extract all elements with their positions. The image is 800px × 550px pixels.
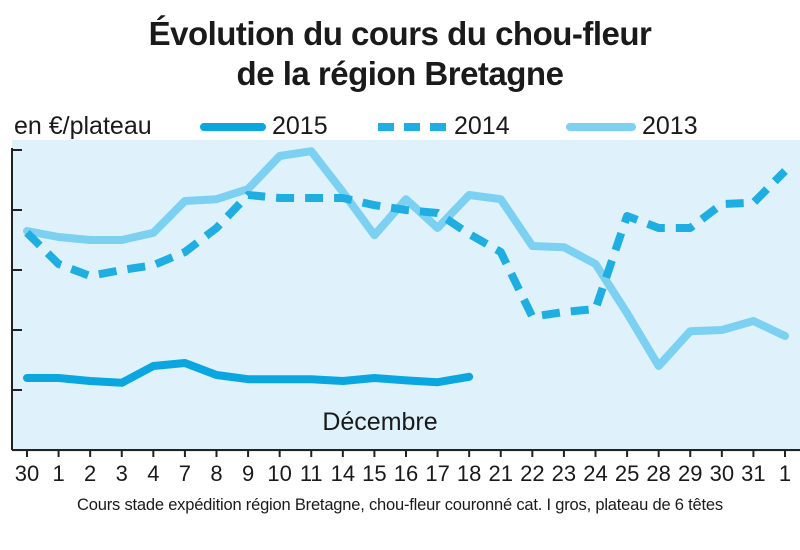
x-tick-label: 16 (394, 461, 418, 486)
line-chart: Décembre 30 1 2 3 4 7 8 9 10 11 14 15 16 17 18 21 22 23 24… (11, 140, 800, 486)
series-line-2015 (23, 359, 474, 387)
month-label: Décembre (322, 408, 437, 436)
x-tick-label: 18 (457, 461, 481, 486)
chart-title-line-1: Évolution du cours du chou-fleur (148, 15, 652, 52)
x-tick-label: 1 (779, 461, 791, 486)
legend-label-2014: 2014 (454, 112, 510, 140)
x-axis-tick-labels: 30 1 2 3 4 7 8 9 10 11 14 15 16 17 18 21 22 23 24 25 28 29 30 3… (15, 461, 791, 486)
x-tick-label: 3 (116, 461, 128, 486)
x-tick-label: 23 (552, 461, 576, 486)
series-line-2013 (23, 147, 789, 370)
x-tick-label: 14 (331, 461, 355, 486)
x-tick-label: 28 (646, 461, 670, 486)
legend-swatch-2013 (566, 123, 636, 131)
series-layer (23, 147, 789, 387)
legend-swatch-2014 (378, 123, 448, 131)
legend: en €/plateau 2015 2014 2013 (14, 108, 794, 144)
series-line-2014 (24, 168, 788, 321)
legend-swatch-2015 (200, 123, 266, 131)
x-tick-label: 8 (210, 461, 222, 486)
y-axis-unit-label: en €/plateau (14, 112, 152, 140)
x-tick-label: 4 (147, 461, 159, 486)
x-tick-label: 25 (615, 461, 639, 486)
x-tick-label: 9 (242, 461, 254, 486)
x-tick-label: 30 (15, 461, 39, 486)
x-tick-label: 21 (489, 461, 513, 486)
x-tick-label: 2 (84, 461, 96, 486)
x-tick-label: 15 (362, 461, 386, 486)
x-tick-label: 29 (678, 461, 702, 486)
x-tick-label: 31 (741, 461, 765, 486)
x-tick-label: 10 (267, 461, 291, 486)
chart-title: Évolution du cours du chou-fleur de la r… (0, 14, 800, 94)
x-tick-label: 1 (52, 461, 64, 486)
legend-label-2013: 2013 (642, 112, 698, 140)
x-tick-label: 24 (583, 461, 607, 486)
x-tick-label: 7 (179, 461, 191, 486)
legend-label-2015: 2015 (272, 112, 328, 140)
plot-background (12, 140, 800, 452)
chart-title-line-2: de la région Bretagne (236, 55, 564, 92)
x-axis-ticks (26, 450, 786, 457)
x-tick-label: 30 (710, 461, 734, 486)
x-tick-label: 22 (520, 461, 544, 486)
x-tick-label: 11 (300, 461, 323, 486)
x-tick-label: 17 (425, 461, 449, 486)
footnote: Cours stade expédition région Bretagne, … (77, 496, 723, 514)
